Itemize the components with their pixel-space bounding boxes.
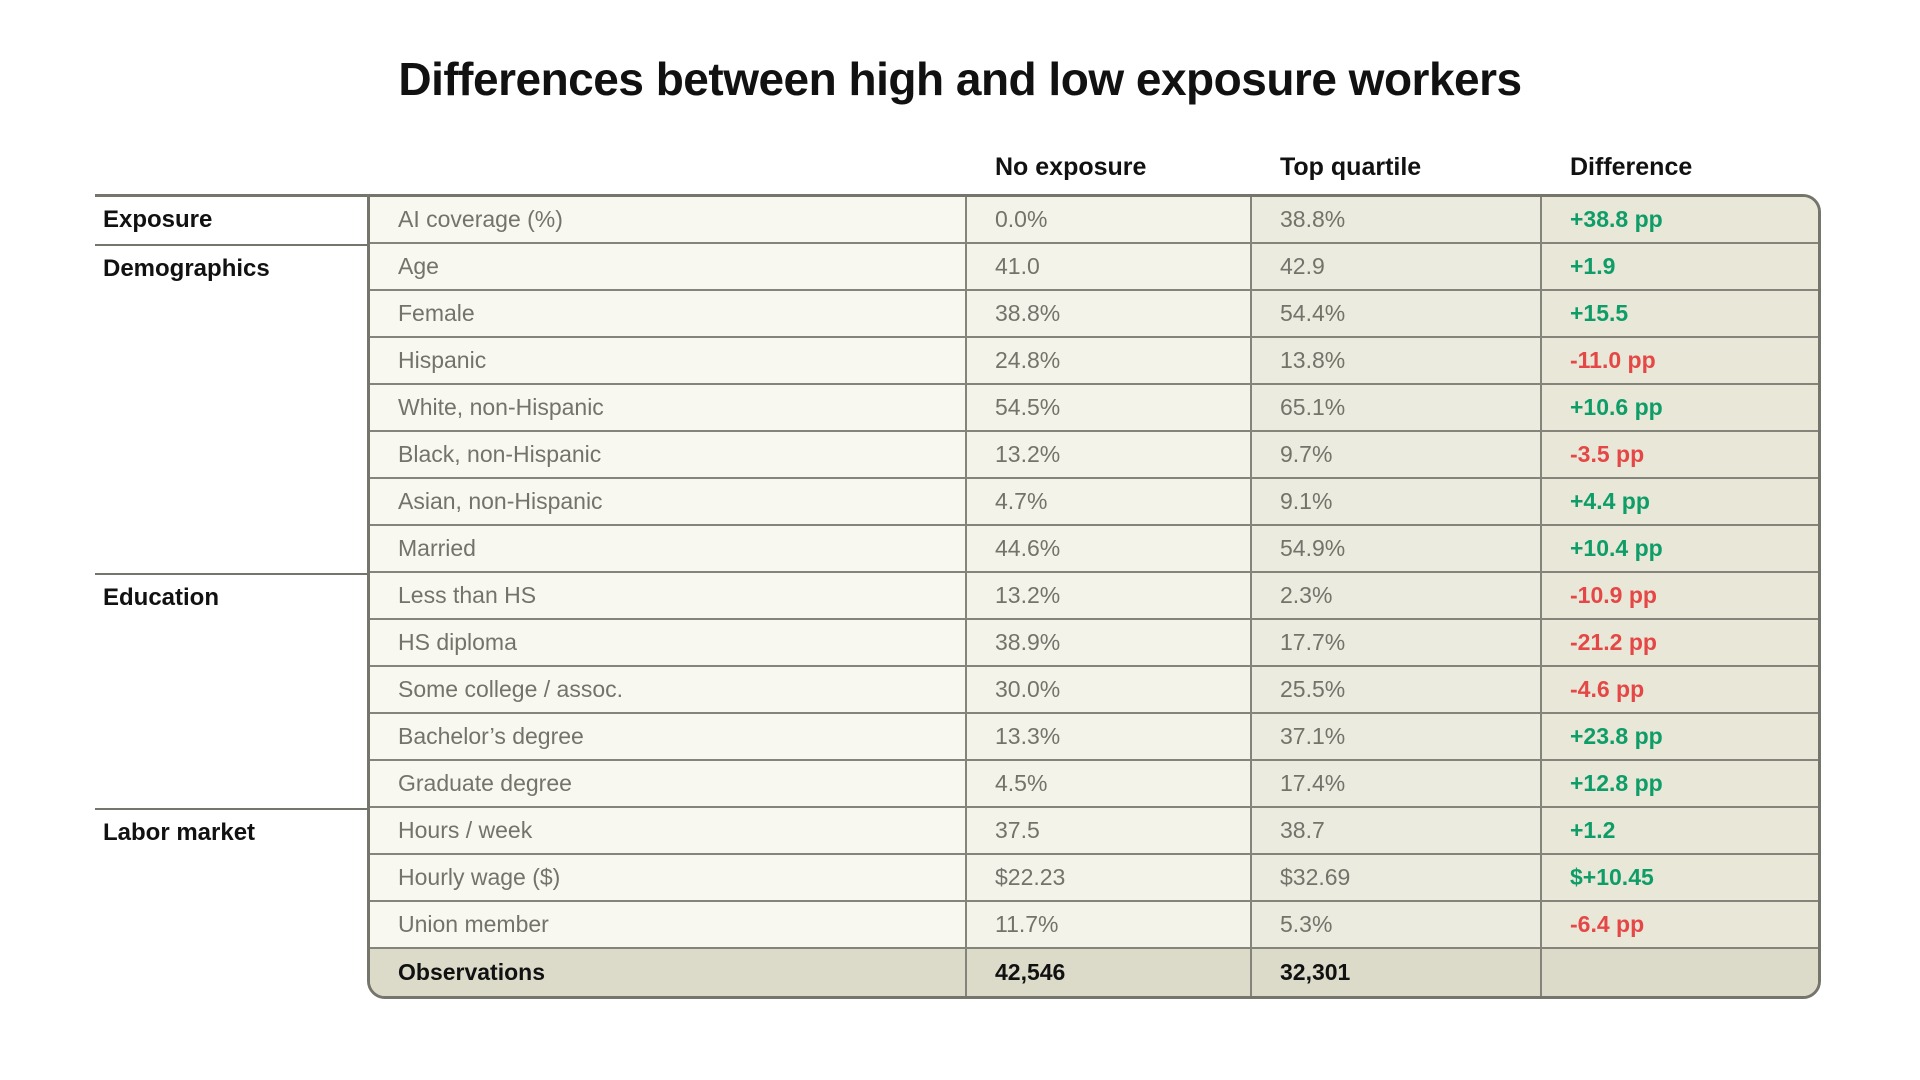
- data-table: AI coverage (%) 0.0% 38.8% +38.8 pp Age …: [367, 194, 1821, 999]
- row-label: Hours / week: [370, 808, 965, 853]
- table-row: Black, non-Hispanic 13.2% 9.7% -3.5 pp: [370, 432, 1818, 479]
- table-row: Age 41.0 42.9 +1.9: [370, 244, 1818, 291]
- difference-value: +12.8 pp: [1540, 761, 1818, 806]
- no-exposure-value: 38.9%: [965, 620, 1250, 665]
- no-exposure-value: 4.7%: [965, 479, 1250, 524]
- group-label-demographics: Demographics: [95, 244, 367, 573]
- group-label-column: Exposure Demographics Education Labor ma…: [95, 194, 367, 999]
- no-exposure-value: 13.2%: [965, 573, 1250, 618]
- top-quartile-value: 17.4%: [1250, 761, 1540, 806]
- table-row: Asian, non-Hispanic 4.7% 9.1% +4.4 pp: [370, 479, 1818, 526]
- top-quartile-value: 65.1%: [1250, 385, 1540, 430]
- table-row: Married 44.6% 54.9% +10.4 pp: [370, 526, 1818, 573]
- row-label: Graduate degree: [370, 761, 965, 806]
- table-row: HS diploma 38.9% 17.7% -21.2 pp: [370, 620, 1818, 667]
- table-row: Less than HS 13.2% 2.3% -10.9 pp: [370, 573, 1818, 620]
- group-label-education: Education: [95, 573, 367, 808]
- row-label: Female: [370, 291, 965, 336]
- row-label: Hispanic: [370, 338, 965, 383]
- no-exposure-value: 13.2%: [965, 432, 1250, 477]
- no-exposure-value: $22.23: [965, 855, 1250, 900]
- no-exposure-value: 41.0: [965, 244, 1250, 289]
- top-quartile-value: 38.7: [1250, 808, 1540, 853]
- table-row: Graduate degree 4.5% 17.4% +12.8 pp: [370, 761, 1818, 808]
- top-quartile-value: 25.5%: [1250, 667, 1540, 712]
- difference-value: -4.6 pp: [1540, 667, 1818, 712]
- difference-value: -6.4 pp: [1540, 902, 1818, 947]
- no-exposure-value: 54.5%: [965, 385, 1250, 430]
- row-label: Bachelor’s degree: [370, 714, 965, 759]
- page-title: Differences between high and low exposur…: [398, 53, 1522, 105]
- table-row: Some college / assoc. 30.0% 25.5% -4.6 p…: [370, 667, 1818, 714]
- top-quartile-value: 9.7%: [1250, 432, 1540, 477]
- table-row: AI coverage (%) 0.0% 38.8% +38.8 pp: [370, 197, 1818, 244]
- page: Differences between high and low exposur…: [95, 53, 1821, 999]
- top-quartile-value: 38.8%: [1250, 197, 1540, 242]
- top-quartile-value: 5.3%: [1250, 902, 1540, 947]
- difference-value: -11.0 pp: [1540, 338, 1818, 383]
- top-quartile-value: 42.9: [1250, 244, 1540, 289]
- difference-value: -3.5 pp: [1540, 432, 1818, 477]
- row-label: Age: [370, 244, 965, 289]
- top-quartile-value: 2.3%: [1250, 573, 1540, 618]
- row-label: Some college / assoc.: [370, 667, 965, 712]
- column-headers: No exposure Top quartile Difference: [95, 136, 1821, 182]
- no-exposure-value: 11.7%: [965, 902, 1250, 947]
- row-label: White, non-Hispanic: [370, 385, 965, 430]
- difference-value: $+10.45: [1540, 855, 1818, 900]
- table-area: Exposure Demographics Education Labor ma…: [95, 194, 1821, 999]
- difference-value: +4.4 pp: [1540, 479, 1818, 524]
- header-no-exposure: No exposure: [995, 153, 1147, 181]
- difference-value: +10.4 pp: [1540, 526, 1818, 571]
- no-exposure-value: 0.0%: [965, 197, 1250, 242]
- top-quartile-value: 9.1%: [1250, 479, 1540, 524]
- row-label: AI coverage (%): [370, 197, 965, 242]
- difference-value: -10.9 pp: [1540, 573, 1818, 618]
- difference-value: +38.8 pp: [1540, 197, 1818, 242]
- observations-row: Observations 42,546 32,301: [370, 949, 1818, 996]
- top-quartile-value: $32.69: [1250, 855, 1540, 900]
- group-label-exposure: Exposure: [103, 206, 213, 233]
- row-label: Asian, non-Hispanic: [370, 479, 965, 524]
- no-exposure-value: 44.6%: [965, 526, 1250, 571]
- row-label: Less than HS: [370, 573, 965, 618]
- no-exposure-value: 37.5: [965, 808, 1250, 853]
- no-exposure-value: 4.5%: [965, 761, 1250, 806]
- top-quartile-value: 32,301: [1250, 949, 1540, 996]
- no-exposure-value: 38.8%: [965, 291, 1250, 336]
- table-row: Hourly wage ($) $22.23 $32.69 $+10.45: [370, 855, 1818, 902]
- difference-value: +15.5: [1540, 291, 1818, 336]
- no-exposure-value: 42,546: [965, 949, 1250, 996]
- row-label: Married: [370, 526, 965, 571]
- table-row: Hispanic 24.8% 13.8% -11.0 pp: [370, 338, 1818, 385]
- difference-value: -21.2 pp: [1540, 620, 1818, 665]
- table-row: Hours / week 37.5 38.7 +1.2: [370, 808, 1818, 855]
- difference-value: +10.6 pp: [1540, 385, 1818, 430]
- row-label: Black, non-Hispanic: [370, 432, 965, 477]
- top-quartile-value: 17.7%: [1250, 620, 1540, 665]
- top-quartile-value: 54.4%: [1250, 291, 1540, 336]
- row-label: Union member: [370, 902, 965, 947]
- group-label-labor-market: Labor market: [95, 808, 367, 996]
- no-exposure-value: 24.8%: [965, 338, 1250, 383]
- difference-value: [1540, 949, 1818, 996]
- difference-value: +1.9: [1540, 244, 1818, 289]
- difference-value: +23.8 pp: [1540, 714, 1818, 759]
- no-exposure-value: 13.3%: [965, 714, 1250, 759]
- comparison-table-figure: No exposure Top quartile Difference Expo…: [95, 136, 1821, 999]
- header-difference: Difference: [1570, 153, 1693, 181]
- row-label: HS diploma: [370, 620, 965, 665]
- table-row: Bachelor’s degree 13.3% 37.1% +23.8 pp: [370, 714, 1818, 761]
- difference-value: +1.2: [1540, 808, 1818, 853]
- row-label: Observations: [370, 949, 965, 996]
- table-row: Union member 11.7% 5.3% -6.4 pp: [370, 902, 1818, 949]
- top-quartile-value: 37.1%: [1250, 714, 1540, 759]
- table-row: White, non-Hispanic 54.5% 65.1% +10.6 pp: [370, 385, 1818, 432]
- top-quartile-value: 13.8%: [1250, 338, 1540, 383]
- table-row: Female 38.8% 54.4% +15.5: [370, 291, 1818, 338]
- top-quartile-value: 54.9%: [1250, 526, 1540, 571]
- header-top-quartile: Top quartile: [1280, 153, 1422, 181]
- no-exposure-value: 30.0%: [965, 667, 1250, 712]
- row-label: Hourly wage ($): [370, 855, 965, 900]
